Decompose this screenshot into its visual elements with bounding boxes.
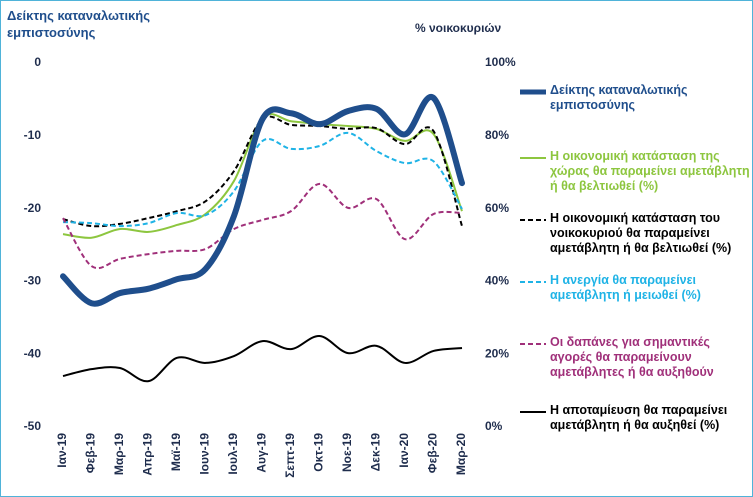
y2-axis-title: % νοικοκυριών — [415, 21, 502, 35]
x-tick-label: Ιαν-20 — [397, 433, 411, 468]
x-tick-label: Μαρ-19 — [112, 433, 126, 475]
legend-item: Δείκτης καταναλωτικής εμπιστοσύνης — [519, 83, 752, 113]
x-tick-label: Ιουν-19 — [198, 433, 212, 475]
y-tick-label: -10 — [24, 128, 42, 142]
y2-tick-label: 20% — [485, 346, 509, 360]
y2-tick-label: 40% — [485, 274, 509, 288]
x-tick-label: Μαϊ-19 — [169, 433, 183, 471]
x-tick-label: Οκτ-19 — [312, 433, 326, 472]
legend-label: Οι δαπάνες για σημαντικές αγορές θα παρα… — [550, 335, 714, 379]
legend-item: Οι δαπάνες για σημαντικές αγορές θα παρα… — [519, 335, 752, 380]
legend-swatch — [520, 281, 546, 283]
series-line — [62, 335, 463, 383]
x-tick-label: Φεβ-20 — [426, 433, 440, 474]
y-axis-title: Δείκτης καταναλωτικής εμπιστοσύνης — [7, 8, 151, 40]
x-tick-label: Απρ-19 — [141, 433, 155, 476]
y2-tick-label: 100% — [485, 55, 516, 69]
legend-label: Η οικονομική κατάσταση του νοικοκυριού θ… — [550, 211, 732, 255]
y-tick-label: -40 — [24, 346, 42, 360]
x-tick-label: Νοε-19 — [340, 433, 354, 472]
y2-tick-label: 80% — [485, 128, 509, 142]
y-tick-label: -50 — [24, 419, 42, 433]
legend-label: Δείκτης καταναλωτικής εμπιστοσύνης — [550, 83, 688, 112]
legend-swatch — [520, 89, 546, 95]
legend-item: Η ανεργία θα παραμείνει αμετάβλητη ή μει… — [519, 273, 752, 303]
series-line — [60, 93, 465, 307]
legend-swatch — [520, 157, 546, 159]
legend-swatch — [520, 219, 546, 221]
legend-label: Η οικονομική κατάσταση της χώρας θα παρα… — [550, 149, 750, 193]
y-tick-label: 0 — [34, 55, 41, 69]
legend-swatch — [520, 343, 546, 345]
x-tick-label: Σεπτ-19 — [283, 433, 297, 478]
legend-item: Η αποταμίευση θα παραμείνει αμετάβλητη ή… — [519, 403, 752, 433]
x-tick-label: Φεβ-19 — [84, 433, 98, 474]
x-tick-label: Ιαν-19 — [55, 433, 69, 468]
x-tick-label: Αυγ-19 — [255, 433, 269, 473]
x-tick-label: Ιουλ-19 — [226, 433, 240, 475]
x-tick-label: Δεκ-19 — [369, 433, 383, 472]
y2-tick-label: 60% — [485, 201, 509, 215]
legend-label: Η αποταμίευση θα παραμείνει αμετάβλητη ή… — [550, 403, 728, 432]
legend-item: Η οικονομική κατάσταση της χώρας θα παρα… — [519, 149, 752, 194]
legend-label: Η ανεργία θα παραμείνει αμετάβλητη ή μει… — [550, 273, 701, 302]
legend-item: Η οικονομική κατάσταση του νοικοκυριού θ… — [519, 211, 752, 256]
legend-swatch — [520, 411, 546, 413]
y2-tick-label: 0% — [485, 419, 503, 433]
y-tick-label: -20 — [24, 201, 42, 215]
y-tick-label: -30 — [24, 274, 42, 288]
x-tick-label: Μαρ-20 — [454, 433, 468, 475]
series-line — [62, 131, 463, 228]
